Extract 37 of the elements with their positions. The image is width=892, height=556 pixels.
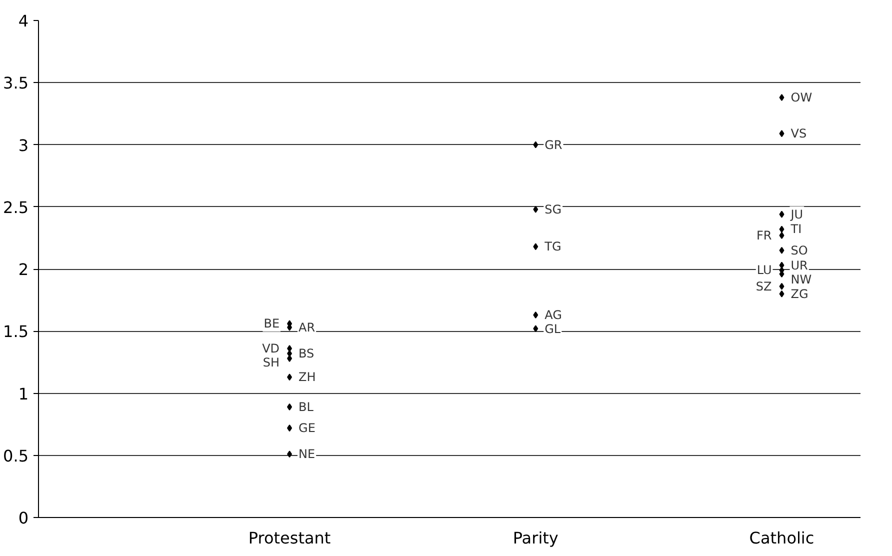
annotation: BE [264,316,280,331]
annotation: AR [298,320,316,334]
y-tick-label: 1 [18,384,29,404]
annotation: ZG [790,286,808,301]
x-tick-label: Parity [512,528,558,548]
annotation: SH [262,356,280,370]
y-tick-label: 3.5 [3,74,29,93]
annotation: OW [790,90,812,105]
x-tick-label: Protestant [248,528,331,548]
annotation: BS [298,346,314,360]
annotation: SZ [756,279,772,294]
y-tick-label: 0.5 [3,446,29,466]
annotation: BL [298,400,314,414]
annotation: TG [544,240,562,254]
annotation: JU [790,207,804,222]
annotation: VS [790,126,807,141]
annotation: GL [544,322,561,336]
y-tick-label: 2.5 [3,198,29,217]
annotation: SG [544,202,562,216]
annotation: NE [298,447,316,462]
annotation: UR [790,258,808,272]
annotation: GE [298,421,316,436]
y-tick-label: 1.5 [3,322,29,342]
y-tick-label: 0 [18,508,29,528]
annotation: NW [790,272,812,286]
y-tick-label: 3 [18,136,29,155]
annotation: AG [544,308,562,322]
y-tick-label: 2 [18,260,29,279]
y-tick-label: 4 [18,12,29,30]
annotation: LU [756,263,772,278]
annotation: VD [262,342,280,356]
x-tick-label: Catholic [749,528,814,548]
annotation: GR [544,138,562,152]
annotation: SO [790,243,808,258]
annotation: FR [756,228,772,242]
annotation: TI [790,222,802,236]
annotation: ZH [298,370,316,384]
